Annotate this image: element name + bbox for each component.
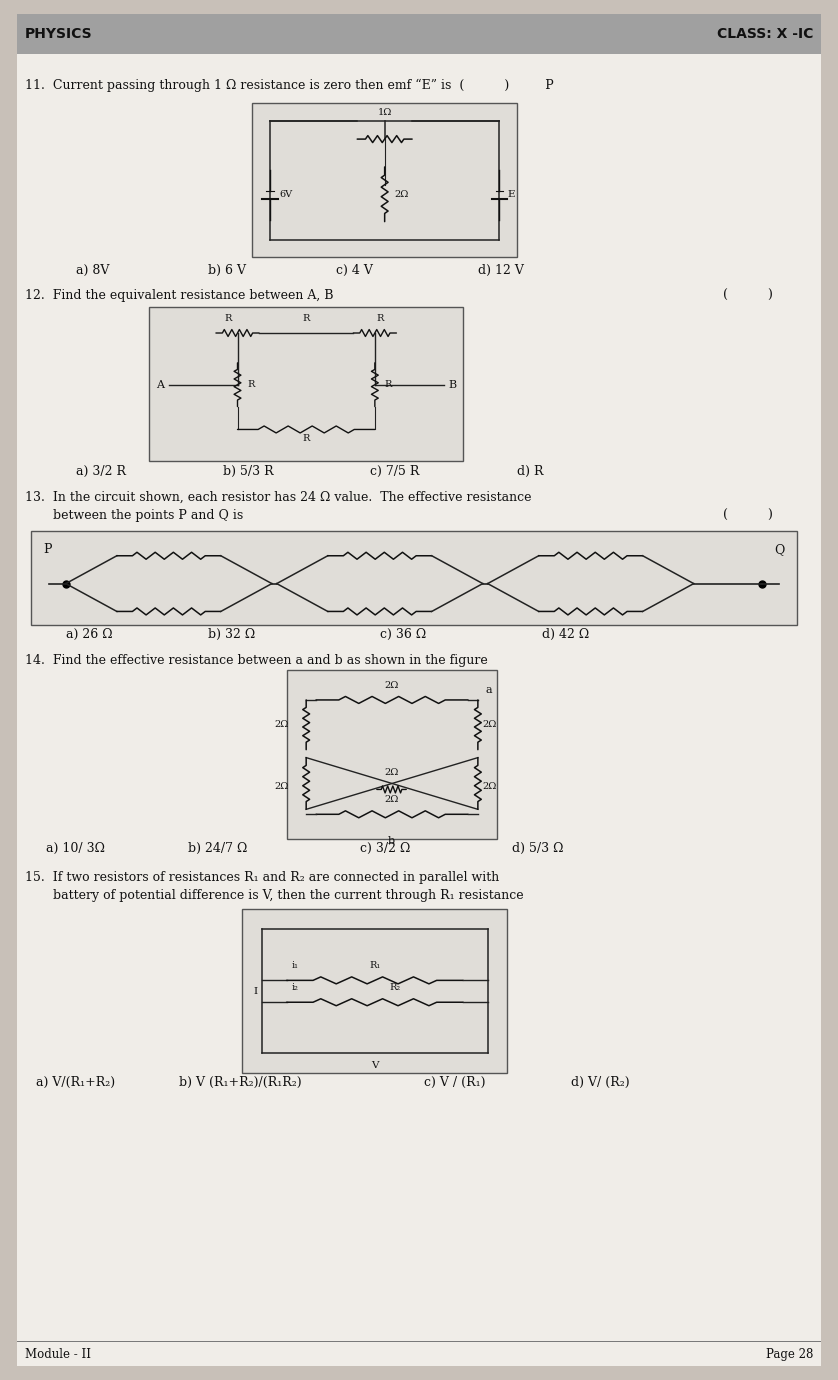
Text: (          ): ( ) [723, 509, 773, 522]
Text: between the points P and Q is: between the points P and Q is [24, 509, 243, 522]
Text: i₁: i₁ [292, 962, 298, 970]
Text: R: R [247, 381, 255, 389]
Text: R₂: R₂ [389, 984, 400, 992]
Text: 2Ω: 2Ω [385, 767, 399, 777]
Text: I: I [253, 987, 257, 996]
Text: c) 7/5 R: c) 7/5 R [370, 465, 419, 479]
Text: R: R [376, 315, 384, 323]
Text: 2Ω: 2Ω [395, 190, 409, 199]
Text: P: P [44, 542, 52, 556]
Text: B: B [448, 380, 457, 389]
Text: a) 8V: a) 8V [75, 265, 109, 277]
Text: 14.  Find the effective resistance between a and b as shown in the figure: 14. Find the effective resistance betwee… [24, 654, 488, 667]
Text: 15.  If two resistors of resistances R₁ and R₂ are connected in parallel with: 15. If two resistors of resistances R₁ a… [24, 871, 499, 885]
Text: 2Ω: 2Ω [385, 680, 399, 690]
Bar [287, 671, 498, 839]
Text: 12.  Find the equivalent resistance between A, B: 12. Find the equivalent resistance betwe… [24, 290, 334, 302]
Text: d) 5/3 Ω: d) 5/3 Ω [512, 842, 564, 856]
Text: Module - II: Module - II [24, 1348, 91, 1361]
Text: c) V / (R₁): c) V / (R₁) [424, 1076, 485, 1089]
Text: b) 6 V: b) 6 V [208, 265, 246, 277]
Text: R: R [224, 315, 231, 323]
Text: 2Ω: 2Ω [483, 720, 497, 729]
Bar [149, 308, 463, 461]
Text: a: a [486, 684, 493, 696]
Text: b) 24/7 Ω: b) 24/7 Ω [189, 842, 248, 856]
Text: battery of potential difference is V, then the current through R₁ resistance: battery of potential difference is V, th… [24, 889, 523, 903]
Bar [32, 531, 797, 625]
Text: 11.  Current passing through 1 Ω resistance is zero then emf “E” is  (          : 11. Current passing through 1 Ω resistan… [24, 79, 553, 91]
Text: 2Ω: 2Ω [274, 720, 288, 729]
Text: R: R [385, 381, 392, 389]
Text: Page 28: Page 28 [766, 1348, 814, 1361]
Text: (          ): ( ) [723, 290, 773, 302]
Text: d) 12 V: d) 12 V [478, 265, 524, 277]
Bar [252, 104, 517, 258]
Bar [242, 909, 507, 1072]
Text: 1Ω: 1Ω [377, 108, 392, 117]
Text: a) 3/2 R: a) 3/2 R [75, 465, 126, 479]
Text: 2Ω: 2Ω [274, 782, 288, 791]
Text: i₂: i₂ [292, 984, 298, 992]
Text: c) 3/2 Ω: c) 3/2 Ω [360, 842, 411, 856]
Text: R₁: R₁ [370, 962, 380, 970]
Text: d) V/ (R₂): d) V/ (R₂) [571, 1076, 629, 1089]
Text: b) 32 Ω: b) 32 Ω [208, 628, 256, 642]
Text: d) R: d) R [517, 465, 544, 479]
Text: 13.  In the circuit shown, each resistor has 24 Ω value.  The effective resistan: 13. In the circuit shown, each resistor … [24, 491, 531, 504]
Text: c) 36 Ω: c) 36 Ω [380, 628, 426, 642]
Text: R: R [303, 435, 310, 443]
Text: PHYSICS: PHYSICS [24, 26, 92, 40]
Text: V: V [371, 1061, 379, 1070]
Text: Q: Q [774, 542, 785, 556]
Text: CLASS: X -IC: CLASS: X -IC [717, 26, 814, 40]
Text: b: b [388, 836, 395, 846]
Text: a) 26 Ω: a) 26 Ω [66, 628, 112, 642]
Text: a) V/(R₁+R₂): a) V/(R₁+R₂) [36, 1076, 116, 1089]
Text: c) 4 V: c) 4 V [335, 265, 372, 277]
Text: A: A [156, 380, 164, 389]
Text: d) 42 Ω: d) 42 Ω [541, 628, 589, 642]
Text: 2Ω: 2Ω [483, 782, 497, 791]
Text: b) 5/3 R: b) 5/3 R [223, 465, 273, 479]
Text: E: E [507, 190, 515, 199]
Text: 6V: 6V [280, 190, 292, 199]
Text: R: R [303, 315, 310, 323]
Bar [17, 14, 821, 54]
Text: a) 10/ 3Ω: a) 10/ 3Ω [46, 842, 106, 856]
Text: b) V (R₁+R₂)/(R₁R₂): b) V (R₁+R₂)/(R₁R₂) [178, 1076, 302, 1089]
Text: 2Ω: 2Ω [385, 795, 399, 805]
